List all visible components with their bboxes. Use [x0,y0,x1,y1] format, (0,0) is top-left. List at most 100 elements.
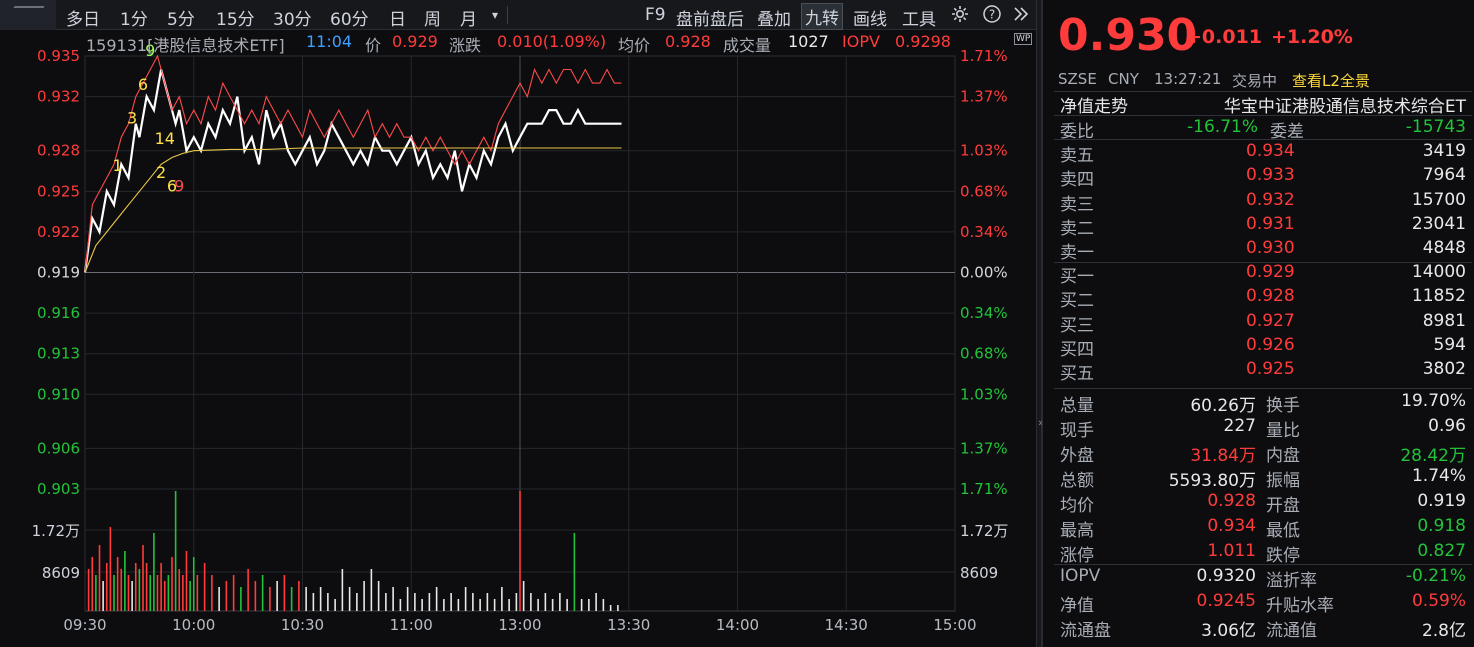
ask-row[interactable]: 卖二 0.931 23041 [1060,213,1466,239]
app-logo [0,0,56,30]
ask-level-label: 卖五 [1060,146,1094,166]
nine-turn-marker: 14 [155,129,175,148]
x-tick-label: 14:30 [825,616,868,634]
bid-volume: 8981 [1422,310,1466,331]
stat-row: 总额 5593.80万 振幅 1.74% [1060,466,1466,491]
pct-tick-label: 0.34% [960,223,1008,241]
nine-turn-marker: 2 [156,163,166,182]
pre-post-market-button[interactable]: 盘前盘后 [676,10,744,30]
ask-row[interactable]: 卖四 0.933 7964 [1060,165,1466,190]
period-day[interactable]: 日 [389,10,406,30]
divider [1054,115,1472,116]
bid-volume: 3802 [1422,359,1466,380]
ask-price[interactable]: 0.931 [1246,213,1295,234]
stat-label: 流通值 [1266,621,1317,641]
ask-row[interactable]: 卖五 0.934 3419 [1060,141,1466,166]
gear-icon[interactable] [950,4,970,29]
bid-price[interactable]: 0.928 [1246,286,1295,307]
period-30min[interactable]: 30分 [273,10,312,30]
trading-status: 交易中 [1232,72,1278,90]
bid-volume: 11852 [1411,286,1466,307]
market-status-row: SZSE CNY 13:27:21 交易中 查看L2全景 [1058,70,1466,94]
stat-row: 均价 0.928 开盘 0.919 [1060,491,1466,516]
bid-row[interactable]: 买三 0.927 8981 [1060,310,1466,336]
stat-label: 最高 [1060,521,1094,541]
stat-value: 0.934 [1207,516,1256,536]
stat-row: 净值 0.9245 升贴水率 0.59% [1060,591,1466,616]
ask-price[interactable]: 0.934 [1246,141,1295,161]
wp-badge-icon[interactable]: WP [1014,33,1033,45]
period-week[interactable]: 周 [424,10,441,30]
period-60min[interactable]: 60分 [330,10,369,30]
period-15min[interactable]: 15分 [216,10,255,30]
stat-label: 溢折率 [1266,571,1317,591]
nine-turn-button[interactable]: 九转 [801,3,843,30]
ask-price[interactable]: 0.933 [1246,165,1295,186]
nav-row: 净值走势 华宝中证港股通信息技术综合ET [1060,92,1466,117]
ask-level-label: 卖一 [1060,243,1094,264]
bid-volume: 14000 [1411,262,1466,282]
l2-panorama-link[interactable]: 查看L2全景 [1292,72,1370,90]
last-price: 0.930 [1058,10,1198,61]
ask-row[interactable]: 卖三 0.932 15700 [1060,189,1466,215]
double-chevron-icon[interactable] [1013,4,1029,29]
series-line-iopv [84,54,622,273]
stat-label: 净值 [1060,596,1094,616]
volume-tick-label: 1.72万 [32,522,80,540]
bid-row[interactable]: 买五 0.925 3802 [1060,359,1466,385]
bid-price[interactable]: 0.925 [1246,359,1295,380]
stat-value: 0.918 [1417,516,1466,536]
x-tick-label: 14:00 [716,616,759,634]
pct-tick-label: 1.03% [960,142,1008,160]
bid-row[interactable]: 买二 0.928 11852 [1060,286,1466,311]
ask-price[interactable]: 0.930 [1246,238,1295,259]
period-multi-day[interactable]: 多日 [66,10,100,30]
bid-row[interactable]: 买四 0.926 594 [1060,334,1466,360]
period-5min[interactable]: 5分 [167,10,195,30]
stat-label: 现手 [1060,421,1094,441]
period-1min[interactable]: 1分 [120,10,148,30]
nav-trend-link[interactable]: 净值走势 [1060,97,1128,117]
f9-button[interactable]: F9 [645,5,666,25]
stat-label: 外盘 [1060,446,1094,466]
y-tick-label: 0.910 [37,385,80,403]
intraday-chart[interactable]: 0.935 1.71% 0.932 1.37% 0.928 1.03% 0.925 0.68%… [0,0,1036,647]
stat-value: 5593.80万 [1168,471,1256,491]
period-dropdown-icon[interactable]: ▾ [492,8,499,22]
draw-line-button[interactable]: 画线 [853,10,887,30]
stat-value: 0.59% [1411,591,1466,611]
help-icon[interactable]: ? [982,4,1002,29]
bid-level-label: 买五 [1060,364,1094,385]
y-tick-label: 0.916 [37,304,80,322]
x-tick-label: 11:00 [390,616,433,634]
tools-button[interactable]: 工具 [902,10,936,30]
bid-price[interactable]: 0.926 [1246,334,1295,355]
stat-label: 流通盘 [1060,621,1111,641]
ask-row[interactable]: 卖一 0.930 4848 [1060,238,1466,264]
stat-label: 内盘 [1266,446,1300,466]
quote-panel [1042,0,1474,647]
stat-row: 总量 60.26万 换手 19.70% [1060,391,1466,416]
bid-price[interactable]: 0.927 [1246,310,1295,331]
iopv-value: 0.9298 [895,32,951,51]
quote-header: 0.930 +0.011 +1.20% [1058,10,1468,70]
ask-price[interactable]: 0.932 [1246,189,1295,210]
y-tick-label: 0.925 [37,182,80,200]
panel-splitter[interactable] [1036,0,1042,647]
splitter-expand-icon[interactable]: » [1038,416,1045,429]
svg-text:?: ? [989,8,995,22]
bid-price[interactable]: 0.929 [1246,262,1295,282]
stat-label: 升贴水率 [1266,596,1334,616]
series-line-avg [84,147,622,273]
period-month[interactable]: 月 [460,10,477,30]
y-tick-label: 0.913 [37,345,80,363]
stat-value: -0.21% [1405,566,1466,586]
bid-row[interactable]: 买一 0.929 14000 [1060,262,1466,287]
stat-value: 19.70% [1401,391,1466,411]
overlay-button[interactable]: 叠加 [757,10,791,30]
order-ratio-row: 委比 -16.71% 委差 -15743 [1060,117,1466,142]
stat-label: 均价 [1060,496,1094,516]
pct-tick-label: 0.34% [960,304,1008,322]
stat-value: 0.9320 [1196,566,1256,586]
stat-value: 2.8亿 [1421,621,1466,641]
